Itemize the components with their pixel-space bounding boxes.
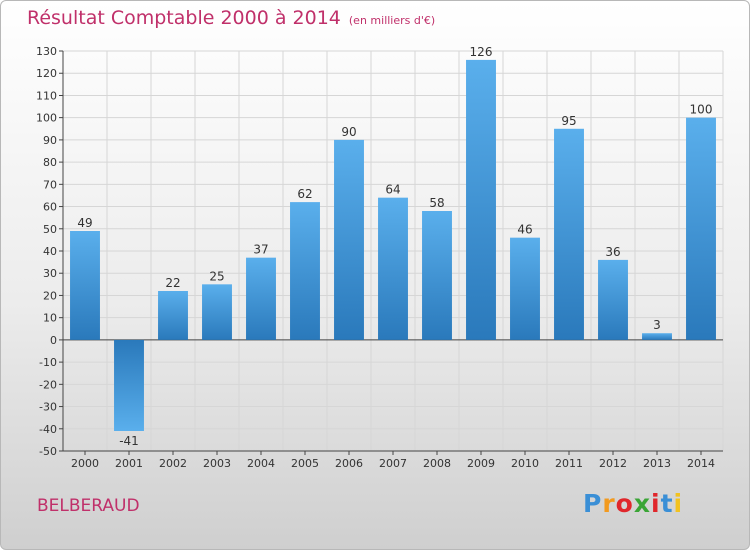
y-tick-label: 20 — [43, 289, 57, 302]
logo-letter: t — [660, 489, 674, 518]
x-tick-label: 2001 — [115, 457, 143, 470]
bar-2002 — [158, 291, 188, 340]
y-tick-label: 130 — [36, 45, 57, 58]
y-tick-label: 0 — [50, 334, 57, 347]
proxiti-logo[interactable]: Proxiti — [583, 489, 683, 518]
y-tick-label: -20 — [39, 378, 57, 391]
x-tick-label: 2004 — [247, 457, 275, 470]
value-label: 46 — [517, 223, 532, 237]
y-tick-label: -40 — [39, 423, 57, 436]
bar-2004 — [246, 257, 276, 340]
chart-unit: (en milliers d'€) — [348, 14, 436, 27]
value-label: 90 — [341, 125, 356, 139]
bar-2013 — [642, 333, 672, 340]
y-tick-label: 30 — [43, 267, 57, 280]
y-tick-label: 40 — [43, 245, 57, 258]
x-tick-label: 2000 — [71, 457, 99, 470]
y-tick-label: 80 — [43, 156, 57, 169]
commune-name: BELBERAUD — [37, 496, 140, 516]
bar-2000 — [70, 231, 100, 340]
x-tick-label: 2009 — [467, 457, 495, 470]
y-tick-label: 50 — [43, 223, 57, 236]
y-tick-label: 110 — [36, 89, 57, 102]
y-tick-label: -30 — [39, 401, 57, 414]
value-label: 95 — [561, 114, 576, 128]
bar-2008 — [422, 211, 452, 340]
value-labels: 49 -41 22 25 37 62 90 64 58 126 46 95 36 3 100 — [77, 45, 712, 448]
y-tick-label: 120 — [36, 67, 57, 80]
value-label: 22 — [165, 276, 180, 290]
value-label: 25 — [209, 269, 224, 283]
logo-letter: P — [583, 489, 603, 518]
y-tick-label: -10 — [39, 356, 57, 369]
x-tick-label: 2008 — [423, 457, 451, 470]
bar-2006 — [334, 139, 364, 340]
y-tick-label: 90 — [43, 134, 57, 147]
value-label: 49 — [77, 216, 92, 230]
x-tick-label: 2013 — [643, 457, 671, 470]
bars — [70, 59, 716, 431]
value-label: 64 — [385, 183, 400, 197]
value-label: -41 — [119, 434, 139, 448]
x-tick-label: 2005 — [291, 457, 319, 470]
y-tick-label: -50 — [39, 445, 57, 458]
bar-2010 — [510, 237, 540, 340]
x-tick-label: 2011 — [555, 457, 583, 470]
value-label: 37 — [253, 243, 268, 257]
x-tick-label: 2002 — [159, 457, 187, 470]
x-tick-label: 2006 — [335, 457, 363, 470]
x-tick-label: 2012 — [599, 457, 627, 470]
chart-title: Résultat Comptable 2000 à 2014 (en millie… — [27, 7, 435, 29]
chart-title-text: Résultat Comptable 2000 à 2014 — [27, 7, 341, 29]
bar-2012 — [598, 259, 628, 340]
bar-2009 — [466, 59, 496, 340]
logo-letter: i — [651, 489, 661, 518]
logo-letter: o — [615, 489, 634, 518]
value-label: 36 — [605, 245, 620, 259]
y-tick-label: 70 — [43, 178, 57, 191]
logo-letter: r — [602, 489, 616, 518]
y-tick-label: 60 — [43, 201, 57, 214]
x-tick-label: 2010 — [511, 457, 539, 470]
value-label: 62 — [297, 187, 312, 201]
y-tick-label: 100 — [36, 112, 57, 125]
x-tick-label: 2007 — [379, 457, 407, 470]
value-label: 100 — [690, 103, 713, 117]
bar-2011 — [554, 128, 584, 340]
logo-letter: i — [673, 489, 684, 518]
value-label: 58 — [429, 196, 444, 210]
bar-2007 — [378, 197, 408, 340]
y-tick-label: 10 — [43, 312, 57, 325]
value-label: 3 — [653, 318, 661, 332]
bar-2001 — [114, 339, 144, 431]
x-tick-label: 2014 — [687, 457, 715, 470]
bar-2003 — [202, 284, 232, 340]
value-label: 126 — [470, 45, 493, 59]
bar-2005 — [290, 202, 320, 340]
bar-2014 — [686, 117, 716, 340]
logo-letter: x — [633, 489, 651, 518]
axes: -50 -40 -30 -20 -10 0 10 20 30 40 50 60 70 80 90 100 110… — [36, 45, 723, 470]
x-tick-label: 2003 — [203, 457, 231, 470]
